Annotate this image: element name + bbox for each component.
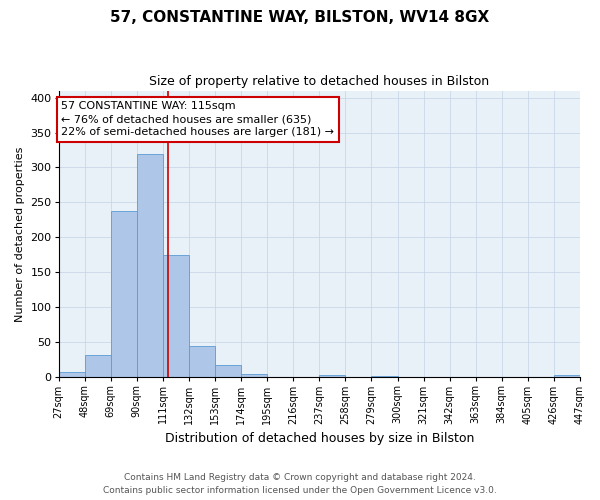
Bar <box>371 376 398 378</box>
Bar <box>319 375 346 378</box>
Bar <box>241 374 267 378</box>
Bar <box>111 211 137 378</box>
Text: Contains HM Land Registry data © Crown copyright and database right 2024.
Contai: Contains HM Land Registry data © Crown c… <box>103 474 497 495</box>
Bar <box>189 346 215 378</box>
X-axis label: Distribution of detached houses by size in Bilston: Distribution of detached houses by size … <box>164 432 474 445</box>
Bar <box>554 375 580 378</box>
Text: 57 CONSTANTINE WAY: 115sqm
← 76% of detached houses are smaller (635)
22% of sem: 57 CONSTANTINE WAY: 115sqm ← 76% of deta… <box>61 101 334 138</box>
Text: 57, CONSTANTINE WAY, BILSTON, WV14 8GX: 57, CONSTANTINE WAY, BILSTON, WV14 8GX <box>110 10 490 25</box>
Bar <box>59 372 85 378</box>
Bar <box>137 154 163 378</box>
Title: Size of property relative to detached houses in Bilston: Size of property relative to detached ho… <box>149 75 490 88</box>
Bar <box>215 366 241 378</box>
Bar <box>163 255 189 378</box>
Y-axis label: Number of detached properties: Number of detached properties <box>15 146 25 322</box>
Bar <box>85 355 111 378</box>
